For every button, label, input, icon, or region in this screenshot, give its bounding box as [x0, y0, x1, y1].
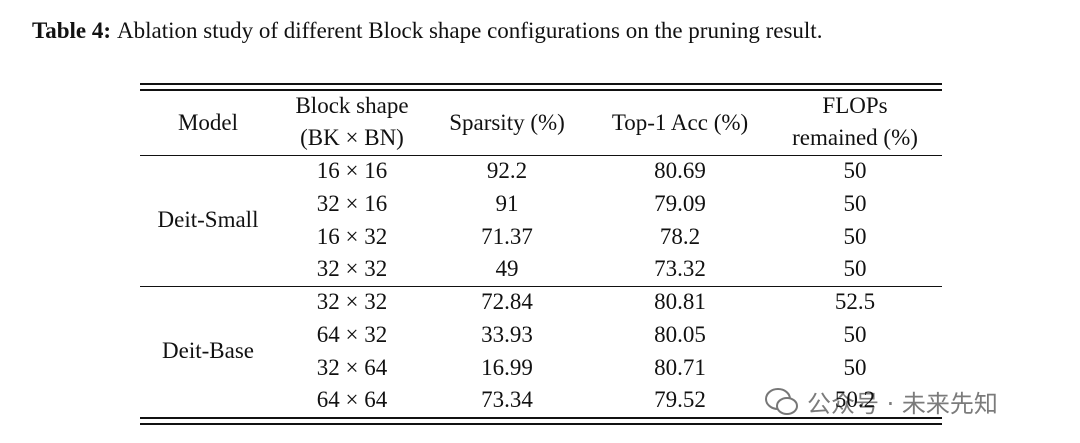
table-cell: 80.05	[654, 321, 706, 347]
table-cell: 16.99	[481, 354, 533, 380]
table-cell: 73.34	[481, 387, 533, 413]
top-rule	[140, 83, 942, 85]
table-cell: 79.52	[654, 387, 706, 413]
watermark-text: 公众号 · 未来先知	[807, 390, 998, 418]
model-cell: Deit-Small	[157, 207, 259, 233]
header-cell: remained (%)	[792, 125, 918, 150]
table-cell: 32 × 32	[316, 289, 388, 314]
table-cell: 50	[843, 223, 867, 249]
table-cell: 64 × 32	[316, 321, 388, 347]
top-rule	[140, 89, 942, 91]
table-cell: 80.71	[654, 354, 706, 380]
table-cell: 91	[495, 190, 519, 216]
header-cell: Top-1 Acc (%)	[611, 110, 749, 135]
table-cell: 71.37	[481, 223, 533, 249]
caption-label: Table 4:	[32, 18, 112, 43]
table-cell: 78.2	[659, 223, 701, 249]
header-cell: FLOPs	[822, 93, 888, 118]
table-cell: 33.93	[481, 321, 533, 347]
model-cell: Deit-Base	[162, 338, 254, 364]
table-cell: 50	[843, 321, 867, 347]
bottom-rule	[140, 423, 942, 425]
table-cell: 32 × 32	[316, 256, 388, 282]
header-cell: (BK × BN)	[300, 125, 404, 150]
table-cell: 16 × 32	[316, 223, 388, 249]
watermark: 公众号 · 未来先知	[765, 384, 998, 419]
group-rule	[140, 286, 942, 287]
table-cell: 50	[843, 256, 867, 282]
table-cell: 32 × 64	[316, 354, 388, 380]
table-cell: 50.2	[834, 387, 876, 413]
wechat-icon	[765, 387, 798, 415]
header-cell: Model	[177, 110, 239, 135]
table-cell: 50	[843, 158, 867, 183]
table-cell: 52.5	[834, 289, 876, 314]
bottom-rule	[140, 417, 942, 419]
table-cell: 49	[495, 256, 519, 282]
table-cell: 73.32	[654, 256, 706, 282]
table-cell: 92.2	[486, 158, 528, 183]
table-cell: 50	[843, 190, 867, 216]
caption-text: Ablation study of different Block shape …	[117, 18, 823, 43]
table-cell: 64 × 64	[316, 387, 388, 413]
table-cell: 72.84	[481, 289, 533, 314]
table-caption: Table 4: Ablation study of different Bloc…	[32, 18, 822, 44]
table-cell: 80.69	[654, 158, 706, 183]
table-cell: 50	[843, 354, 867, 380]
header-cell: Block shape	[295, 93, 409, 118]
table-cell: 80.81	[654, 289, 706, 314]
table-cell: 16 × 16	[316, 158, 388, 183]
header-cell: Sparsity (%)	[449, 110, 565, 135]
table-cell: 32 × 16	[316, 190, 388, 216]
header-rule	[140, 155, 942, 156]
table-cell: 79.09	[654, 190, 706, 216]
